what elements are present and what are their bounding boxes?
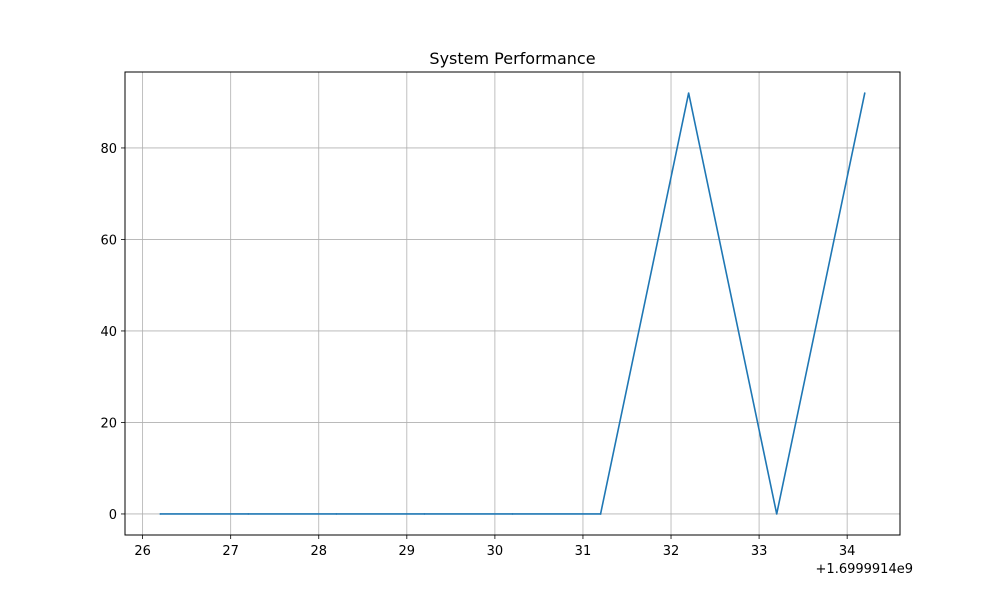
grid <box>125 72 900 535</box>
x-tick-label: 34 <box>839 544 856 559</box>
x-tick-label: 32 <box>663 544 680 559</box>
axes-frame <box>124 71 901 536</box>
y-tick-label: 0 <box>109 508 117 523</box>
data-point <box>775 513 778 515</box>
data-point <box>687 92 690 94</box>
x-tick-label: 33 <box>751 544 768 559</box>
y-tick-label: 60 <box>100 233 117 248</box>
x-axis-offset-label: +1.6999914e9 <box>816 562 913 577</box>
x-tick-label: 28 <box>310 544 327 559</box>
x-tick-label: 30 <box>487 544 504 559</box>
data-point <box>863 92 866 94</box>
data-point <box>511 513 514 515</box>
data-point <box>159 513 162 515</box>
series-layer <box>159 92 866 515</box>
y-tick-label: 20 <box>100 416 117 431</box>
data-point <box>599 513 602 515</box>
data-point <box>423 513 426 515</box>
ticks: 26 27 28 29 30 31 32 33 34 0 20 40 60 80 <box>100 142 855 559</box>
x-tick-label: 31 <box>575 544 592 559</box>
chart-title: System Performance <box>429 49 595 68</box>
y-tick-label: 80 <box>100 142 117 157</box>
x-tick-label: 29 <box>399 544 416 559</box>
x-tick-label: 27 <box>222 544 239 559</box>
y-tick-label: 40 <box>100 325 117 340</box>
data-point <box>335 513 338 515</box>
data-point <box>247 513 250 515</box>
x-tick-label: 26 <box>134 544 151 559</box>
